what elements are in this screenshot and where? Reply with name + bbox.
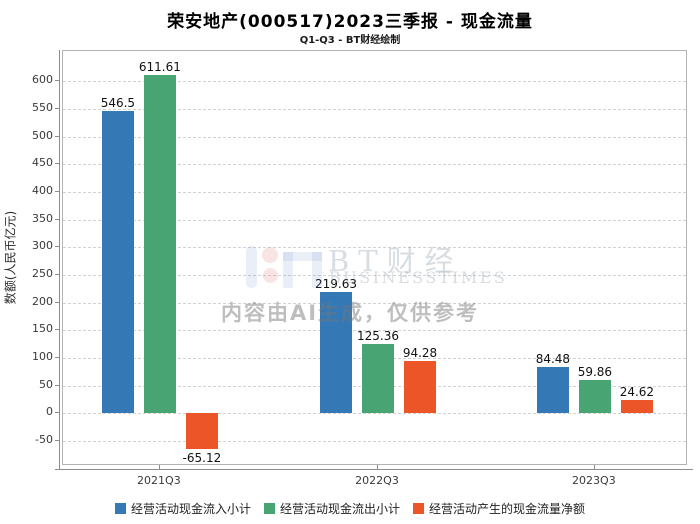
bar-2021Q3-series2 <box>185 413 218 450</box>
x-tick-mark <box>377 465 378 470</box>
gridline <box>63 330 686 332</box>
bar-value-label: 84.48 <box>535 351 571 366</box>
y-tick-mark <box>55 191 59 193</box>
legend-label: 经营活动产生的现金流量净额 <box>429 501 586 516</box>
gridline <box>63 192 686 194</box>
legend-marker <box>263 502 275 514</box>
y-tick-label: 600 <box>32 73 53 87</box>
legend-label: 经营活动现金流出小计 <box>279 501 400 516</box>
x-axis-spine <box>55 469 693 470</box>
plot-area: 546.5 611.61 -65.12 219.63 125.36 94.28 84.48 5… <box>62 50 687 465</box>
bar-2023Q3-series0 <box>536 366 569 414</box>
y-tick-mark <box>55 274 59 276</box>
x-tick-label: 2023Q3 <box>572 474 616 487</box>
y-tick-label: -50 <box>35 433 53 447</box>
x-tick-label: 2022Q3 <box>355 474 399 487</box>
legend-marker <box>413 502 424 514</box>
y-tick-mark <box>55 412 59 414</box>
gridline <box>63 413 686 415</box>
gridline <box>63 219 686 221</box>
bar-value-label: 24.62 <box>619 384 655 399</box>
bar-value-label: 546.5 <box>100 96 136 111</box>
y-tick-label: 500 <box>32 128 53 142</box>
y-tick-mark <box>55 135 59 137</box>
y-tick-mark <box>55 357 59 359</box>
x-tick-mark <box>593 465 595 470</box>
y-tick-mark <box>55 384 59 386</box>
y-tick-label: 300 <box>32 239 53 253</box>
chart-subtitle: Q1-Q3 - BT财经绘制 <box>299 35 401 46</box>
chart-title: 荣安地产(000517)2023三季报 - 现金流量 <box>167 12 533 32</box>
gridline <box>63 136 686 138</box>
y-tick-label: 100 <box>32 350 53 364</box>
y-tick-label: 350 <box>32 211 53 225</box>
y-tick-mark <box>55 301 59 303</box>
gridline <box>63 275 686 277</box>
y-tick-mark <box>55 80 59 82</box>
bar-2021Q3-series0 <box>101 111 134 414</box>
gridline <box>63 81 686 83</box>
y-tick-label: 0 <box>46 405 53 419</box>
bar-value-label: 611.61 <box>138 60 181 74</box>
legend: 经营活动现金流入小计 经营活动现金流出小计 经营活动产生的现金流量净额 <box>0 498 700 518</box>
legend-label: 经营活动现金流入小计 <box>130 501 251 516</box>
y-tick-label: 400 <box>32 184 53 198</box>
legend-item: 经营活动产生的现金流量净额 <box>413 500 585 517</box>
bar-2022Q3-series0 <box>320 291 352 414</box>
y-tick-label: 450 <box>32 156 53 170</box>
y-tick-label: 200 <box>32 294 53 308</box>
bar-2023Q3-series1 <box>578 380 611 414</box>
y-tick-label: 550 <box>32 101 53 115</box>
gridline <box>63 302 686 304</box>
y-tick-mark <box>55 440 59 442</box>
x-tick-label: 2021Q3 <box>137 474 181 487</box>
bar-2021Q3-series1 <box>143 75 176 414</box>
gridline <box>63 441 686 443</box>
y-tick-label: 150 <box>32 322 53 336</box>
y-axis-spine <box>59 50 60 470</box>
gridline <box>63 247 686 249</box>
bar-value-label: -65.12 <box>182 451 222 466</box>
legend-item: 经营活动现金流出小计 <box>263 500 400 517</box>
bar-value-label: 59.86 <box>577 365 613 380</box>
bar-value-label: 125.36 <box>357 329 399 344</box>
y-tick-mark <box>55 163 59 165</box>
y-tick-label: 250 <box>32 267 53 281</box>
x-tick-mark <box>158 465 160 470</box>
bar-2022Q3-series2 <box>404 361 436 414</box>
bar-value-label: 94.28 <box>402 346 438 361</box>
y-tick-mark <box>55 218 59 220</box>
legend-marker <box>114 502 126 514</box>
bar-2022Q3-series1 <box>362 344 394 414</box>
bar-value-label: 219.63 <box>315 276 357 291</box>
y-tick-label: 50 <box>39 377 53 391</box>
y-tick-mark <box>55 246 59 248</box>
y-tick-mark <box>55 108 59 110</box>
bar-2023Q3-series2 <box>620 399 653 414</box>
legend-item: 经营活动现金流入小计 <box>114 500 251 517</box>
gridline <box>63 109 686 111</box>
y-tick-mark <box>55 329 59 331</box>
gridline <box>63 164 686 166</box>
